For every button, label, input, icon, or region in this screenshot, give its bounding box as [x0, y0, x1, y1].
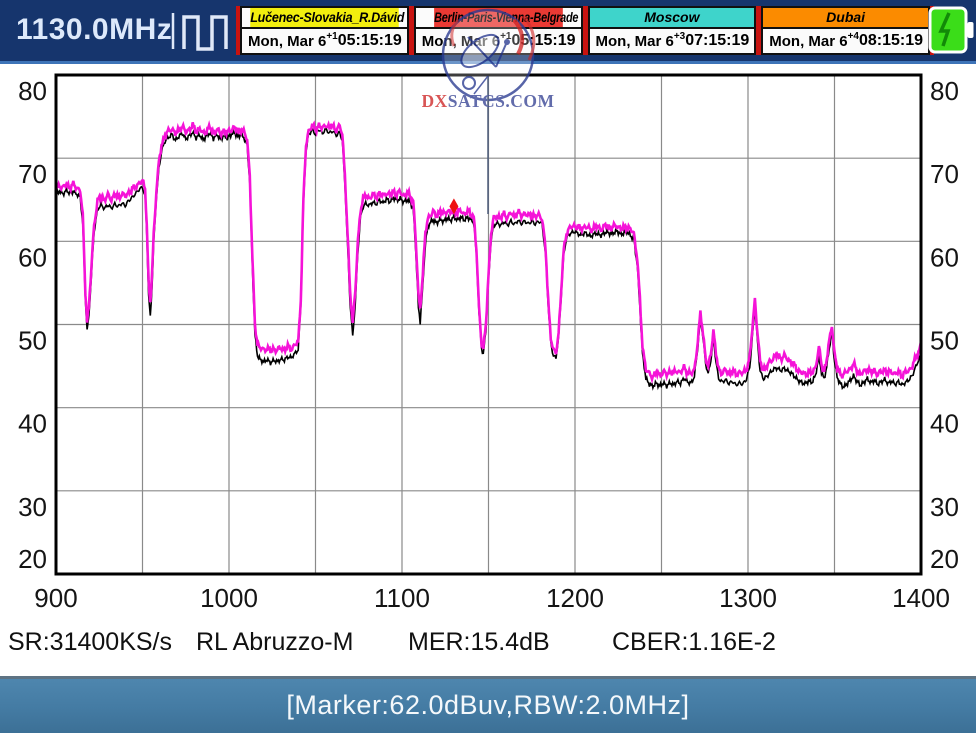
tuned-frequency-readout: 1130.0MHz — [16, 13, 173, 46]
y-axis-label-right: 40 — [930, 409, 959, 439]
live-trace — [56, 119, 921, 384]
clock-utc-offset: +1 — [500, 31, 512, 42]
clock-date: Mon, Mar 6 — [595, 32, 674, 50]
y-axis-label-left: 30 — [18, 492, 47, 522]
symbol-rate-readout: SR:31400KS/s — [8, 628, 172, 656]
clock-date: Mon, Mar 6 — [248, 32, 327, 50]
grid — [56, 75, 921, 574]
clock-time: 07:15:19 — [685, 32, 750, 49]
clock-time-row: Mon, Mar 6 +1 05:15:19 — [415, 27, 581, 53]
clock-city-label: Berlin-Paris-Vienna-Belgrade — [433, 8, 579, 27]
y-axis-label-left: 60 — [18, 242, 47, 272]
clock-time: 08:15:19 — [859, 32, 924, 49]
signal-status-bar: SR:31400KS/s RL Abruzzo-M MER:15.4dB CBE… — [0, 628, 976, 662]
x-axis-label: 1100 — [374, 583, 430, 613]
spectrum-chart: 80 80 70 70 60 60 50 50 40 40 30 30 20 20 900 1000 1100 1… — [0, 64, 976, 676]
clock-utc-offset: +1 — [326, 31, 338, 42]
clock-utc-offset: +3 — [673, 31, 686, 42]
clock-time-row: Mon, Mar 6 +1 05:15:19 — [242, 27, 407, 53]
clock-city-label: Moscow — [589, 8, 755, 27]
x-axis-label: 900 — [34, 583, 77, 613]
clock-box-berlin: Berlin-Paris-Vienna-Belgrade Mon, Mar 6 … — [413, 6, 583, 55]
world-clocks: Lučenec-Slovakia_R.Dávid Mon, Mar 6 +1 0… — [236, 6, 934, 55]
clock-time-row: Mon, Mar 6 +4 08:15:19 — [763, 27, 928, 53]
channel-name: RL Abruzzo-M — [196, 628, 354, 656]
y-axis-label-right: 50 — [930, 326, 959, 356]
clock-box-moscow: Moscow Mon, Mar 6 +3 07:15:19 — [587, 6, 757, 55]
y-axis-label-right: 70 — [930, 159, 959, 189]
clock-time: 05:15:19 — [511, 32, 576, 49]
y-axis-label-left: 50 — [18, 326, 47, 356]
spectrum-plot: 80 80 70 70 60 60 50 50 40 40 30 30 20 20 900 1000 1100 1… — [18, 73, 959, 613]
x-axis-label: 1000 — [200, 583, 258, 613]
y-axis-label-left: 20 — [18, 544, 47, 574]
square-wave-icon — [171, 13, 228, 51]
y-axis-label-left: 80 — [18, 76, 47, 106]
marker-readout-text: [Marker:62.0dBuv,RBW:2.0MHz] — [286, 690, 690, 720]
y-axis-label-right: 30 — [930, 492, 959, 522]
mer-readout: MER:15.4dB — [408, 628, 550, 656]
battery-icon — [928, 6, 974, 54]
clock-utc-offset: +4 — [847, 31, 859, 42]
marker-readout-bar: [Marker:62.0dBuv,RBW:2.0MHz] — [0, 676, 976, 733]
cber-readout: CBER:1.16E-2 — [612, 628, 776, 656]
y-axis-label-left: 40 — [18, 409, 47, 439]
y-axis-label-right: 60 — [930, 242, 959, 272]
y-axis-label-right: 20 — [930, 544, 959, 574]
x-axis-label: 1400 — [892, 583, 950, 613]
clock-time-row: Mon, Mar 6 +3 07:15:19 — [589, 27, 755, 53]
top-status-bar: 1130.0MHz Lučenec-Slovakia_R.Dávid Mon, … — [0, 0, 976, 64]
y-axis-label-right: 80 — [930, 76, 959, 106]
x-axis-label: 1200 — [546, 583, 604, 613]
marker-diamond — [449, 198, 459, 215]
x-axis-label: 1300 — [719, 583, 777, 613]
clock-time: 05:15:19 — [337, 32, 402, 49]
axis-tick-labels: 80 80 70 70 60 60 50 50 40 40 30 30 20 20 900 1000 1100 1… — [18, 76, 959, 613]
clock-city-label: Dubai — [763, 8, 928, 27]
clock-city-label: Lučenec-Slovakia_R.Dávid — [250, 8, 405, 27]
clock-date: Mon, Mar 6 — [769, 32, 848, 50]
y-axis-label-left: 70 — [18, 159, 47, 189]
clock-box-dubai: Dubai Mon, Mar 6 +4 08:15:19 — [761, 6, 930, 55]
clock-date: Mon, Mar 6 — [421, 32, 501, 50]
clock-box-lucenec: Lučenec-Slovakia_R.Dávid Mon, Mar 6 +1 0… — [240, 6, 409, 55]
